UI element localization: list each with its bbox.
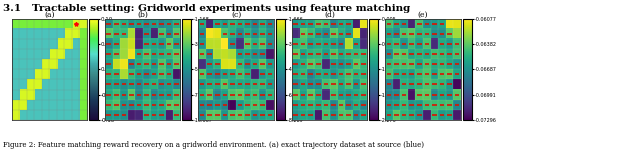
Title: (c): (c) xyxy=(231,11,241,18)
Title: (b): (b) xyxy=(138,11,148,18)
Text: 3.1   Tractable setting: Gridworld experiments using feature matching: 3.1 Tractable setting: Gridworld experim… xyxy=(3,4,410,13)
Title: (a): (a) xyxy=(44,11,54,18)
Title: (d): (d) xyxy=(324,11,335,18)
Title: (e): (e) xyxy=(418,11,428,18)
Text: Figure 2: Feature matching reward recovery on a gridworld environment. (a) exact: Figure 2: Feature matching reward recove… xyxy=(3,141,424,149)
